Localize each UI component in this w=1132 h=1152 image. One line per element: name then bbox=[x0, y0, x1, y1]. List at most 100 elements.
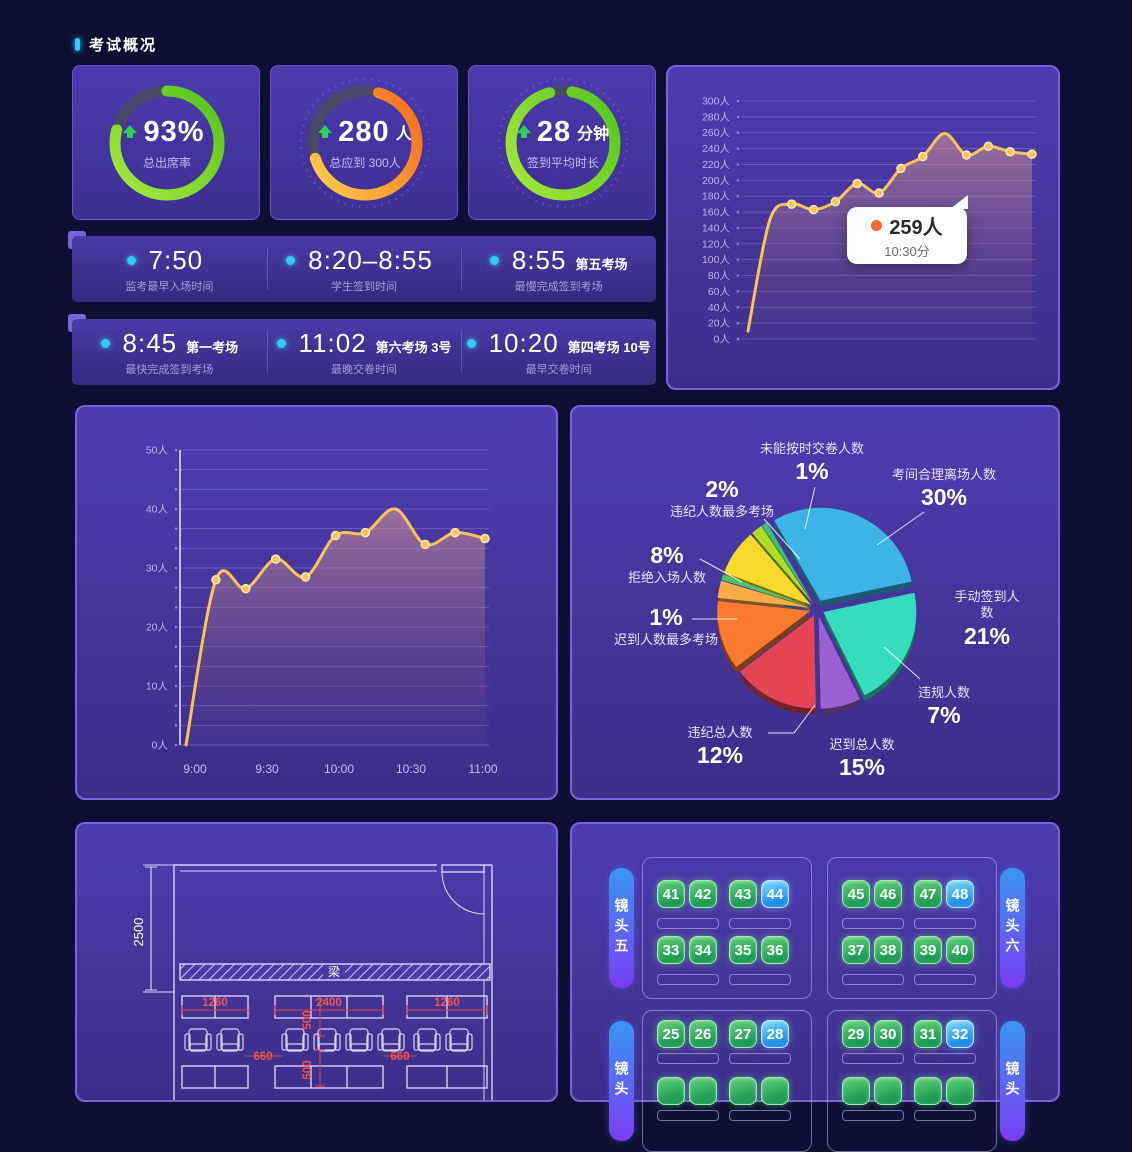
seat[interactable]: 38 bbox=[874, 936, 902, 964]
seat[interactable]: 44 bbox=[761, 880, 789, 908]
seat[interactable]: 46 bbox=[874, 880, 902, 908]
gauge-label: 总应到 300人 bbox=[329, 155, 401, 170]
svg-text:20人: 20人 bbox=[146, 622, 169, 634]
seat[interactable]: 48 bbox=[946, 880, 974, 908]
seat-group: 41 42 43 44 33 34 35 36 bbox=[642, 857, 812, 999]
tooltip-value: 259人 bbox=[889, 217, 943, 239]
dim-660-right: 660 bbox=[390, 1051, 409, 1063]
svg-text:180人: 180人 bbox=[702, 191, 731, 203]
seat[interactable] bbox=[842, 1077, 870, 1105]
svg-text:9:00: 9:00 bbox=[183, 762, 207, 776]
gauge-card-attendance: 93% 总出席率 bbox=[72, 65, 260, 220]
desk bbox=[914, 1110, 976, 1121]
svg-text:220人: 220人 bbox=[702, 159, 731, 171]
arrow-up-icon bbox=[516, 125, 531, 139]
chart-tooltip: 259人 10:30分 bbox=[847, 195, 968, 264]
dim-500-bottom: 500 bbox=[302, 1060, 314, 1079]
seat[interactable]: 32 bbox=[946, 1020, 974, 1048]
tooltip-time: 10:30分 bbox=[884, 244, 930, 259]
seat[interactable]: 30 bbox=[874, 1020, 902, 1048]
seat[interactable]: 47 bbox=[914, 880, 942, 908]
seat-group: 25 26 27 28 bbox=[642, 1010, 812, 1152]
gauge-label: 签到平均时长 bbox=[526, 155, 599, 170]
seat[interactable]: 26 bbox=[689, 1020, 717, 1048]
svg-text:80人: 80人 bbox=[708, 270, 731, 282]
seat[interactable]: 31 bbox=[914, 1020, 942, 1048]
signin-trend-chart[interactable]: 50人 40人 30人 20人 10人 0人 9:00 9:30 10:00 10:30 11:00 bbox=[77, 407, 556, 798]
seat[interactable] bbox=[914, 1077, 942, 1105]
desk bbox=[657, 1110, 719, 1121]
seat[interactable] bbox=[761, 1077, 789, 1105]
desk bbox=[914, 974, 976, 985]
seat[interactable]: 43 bbox=[729, 880, 757, 908]
seat[interactable]: 29 bbox=[842, 1020, 870, 1048]
gauge-value: 280 bbox=[338, 115, 390, 148]
seat[interactable] bbox=[657, 1077, 685, 1105]
attendance-gauge-ring bbox=[109, 85, 225, 201]
gauge-value: 93% bbox=[143, 115, 205, 148]
seat[interactable]: 33 bbox=[657, 936, 685, 964]
tooltip-dot-icon bbox=[871, 220, 883, 231]
desk bbox=[842, 918, 904, 929]
stat-suffix: 第一考场 bbox=[186, 339, 239, 355]
stat-label: 监考最早入场时间 bbox=[125, 280, 214, 293]
stat-item: 8:20–8:55 学生签到时间 bbox=[266, 236, 462, 302]
seat[interactable]: 39 bbox=[914, 936, 942, 964]
stat-suffix: 第五考场 bbox=[575, 256, 628, 272]
desk bbox=[842, 974, 904, 985]
seat[interactable]: 28 bbox=[761, 1020, 789, 1048]
svg-text:10:00: 10:00 bbox=[324, 762, 354, 776]
seat[interactable]: 45 bbox=[842, 880, 870, 908]
arrow-up-icon bbox=[123, 125, 138, 139]
cyan-dot-icon bbox=[276, 338, 286, 348]
seat[interactable]: 25 bbox=[657, 1020, 685, 1048]
camera-label-5: 镜头五 bbox=[609, 868, 634, 988]
desk bbox=[729, 974, 791, 985]
pie-label: 违纪总人数 12% bbox=[687, 725, 753, 769]
seat[interactable] bbox=[946, 1077, 974, 1105]
svg-text:30人: 30人 bbox=[146, 563, 169, 575]
dim-500-top: 500 bbox=[302, 1010, 314, 1029]
seat[interactable]: 35 bbox=[729, 936, 757, 964]
stat-label: 最慢完成签到考场 bbox=[514, 280, 603, 293]
pie-label: 手动签到人数 21% bbox=[954, 589, 1020, 649]
gauge-unit: 分钟 bbox=[577, 126, 610, 143]
seat[interactable]: 40 bbox=[946, 936, 974, 964]
pie-label: 2% 违纪人数最多考场 bbox=[669, 476, 775, 519]
desk bbox=[842, 1110, 904, 1121]
exam-distribution-pie-chart[interactable] bbox=[572, 407, 1058, 798]
seat[interactable]: 34 bbox=[689, 936, 717, 964]
dim-1260-left: 1260 bbox=[202, 997, 228, 1009]
svg-text:10人: 10人 bbox=[146, 681, 169, 693]
section-title: 考试概况 bbox=[89, 37, 158, 54]
exam-distribution-panel: 未能按时交卷人数 1% 考间合理离场人数 30% 2% 违纪人数最多考场 8% 拒绝入场… bbox=[570, 405, 1060, 800]
seat[interactable] bbox=[874, 1077, 902, 1105]
svg-text:0人: 0人 bbox=[152, 740, 169, 752]
signin-trend-panel: 50人 40人 30人 20人 10人 0人 9:00 9:30 10:00 10:30 11:00 bbox=[75, 405, 558, 800]
gauge-card-avg-duration: 28 分钟 签到平均时长 bbox=[468, 65, 656, 220]
stat-item: 8:55 第五考场 最慢完成签到考场 bbox=[461, 236, 656, 302]
svg-text:11:00: 11:00 bbox=[468, 762, 497, 776]
beam-label: 梁 bbox=[328, 964, 340, 979]
svg-text:240人: 240人 bbox=[702, 143, 731, 155]
desk bbox=[914, 918, 976, 929]
desk bbox=[729, 1110, 791, 1121]
seat[interactable]: 36 bbox=[761, 936, 789, 964]
stat-label: 最早交卷时间 bbox=[525, 363, 592, 376]
svg-text:200人: 200人 bbox=[702, 175, 731, 187]
svg-text:60人: 60人 bbox=[708, 286, 731, 298]
gauge-label: 总出席率 bbox=[142, 155, 191, 170]
seat-group: 45 46 47 48 37 38 39 40 bbox=[827, 857, 997, 999]
seat[interactable] bbox=[729, 1077, 757, 1105]
seat[interactable]: 37 bbox=[842, 936, 870, 964]
seat[interactable]: 41 bbox=[657, 880, 685, 908]
seat[interactable]: 42 bbox=[689, 880, 717, 908]
seat-group: 29 30 31 32 bbox=[827, 1010, 997, 1152]
seat[interactable] bbox=[689, 1077, 717, 1105]
svg-text:40人: 40人 bbox=[146, 504, 169, 516]
cyan-dot-icon bbox=[489, 255, 499, 265]
section-header: 考试概况 bbox=[75, 34, 157, 55]
stat-time: 11:02 bbox=[298, 327, 367, 358]
gauge-value: 28 bbox=[536, 115, 572, 148]
seat[interactable]: 27 bbox=[729, 1020, 757, 1048]
